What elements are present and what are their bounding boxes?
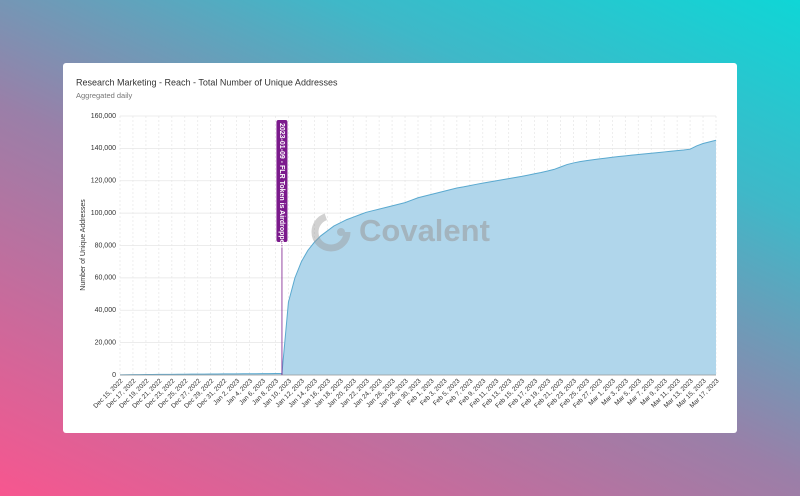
chart-subtitle: Aggregated daily — [76, 91, 133, 100]
chart: Research Marketing - Reach - Total Numbe… — [76, 77, 721, 410]
chart-title: Research Marketing - Reach - Total Numbe… — [76, 77, 338, 87]
annotation-box — [276, 120, 288, 242]
y-tick-label: 140,000 — [91, 145, 116, 152]
y-axis-label: Number of Unique Addresses — [80, 199, 87, 291]
line — [119, 139, 717, 376]
y-tick-label: 160,000 — [91, 113, 116, 120]
y-tick-label: 80,000 — [95, 242, 117, 249]
annotation: 2023-01-09 - FLR Token is Airdropped — [278, 123, 285, 248]
watermark-logo — [311, 212, 351, 252]
y-tick-label: 100,000 — [91, 210, 116, 217]
y-tick-label: 0 — [112, 372, 116, 379]
watermark: Covalent — [359, 213, 490, 248]
card: Research Marketing - Reach - Total Numbe… — [63, 63, 737, 433]
y-tick-label: 40,000 — [95, 307, 117, 314]
y-tick-label: 120,000 — [91, 178, 116, 185]
y-tick-label: 20,000 — [95, 339, 117, 346]
y-tick-label: 60,000 — [95, 275, 117, 282]
area — [120, 140, 716, 375]
